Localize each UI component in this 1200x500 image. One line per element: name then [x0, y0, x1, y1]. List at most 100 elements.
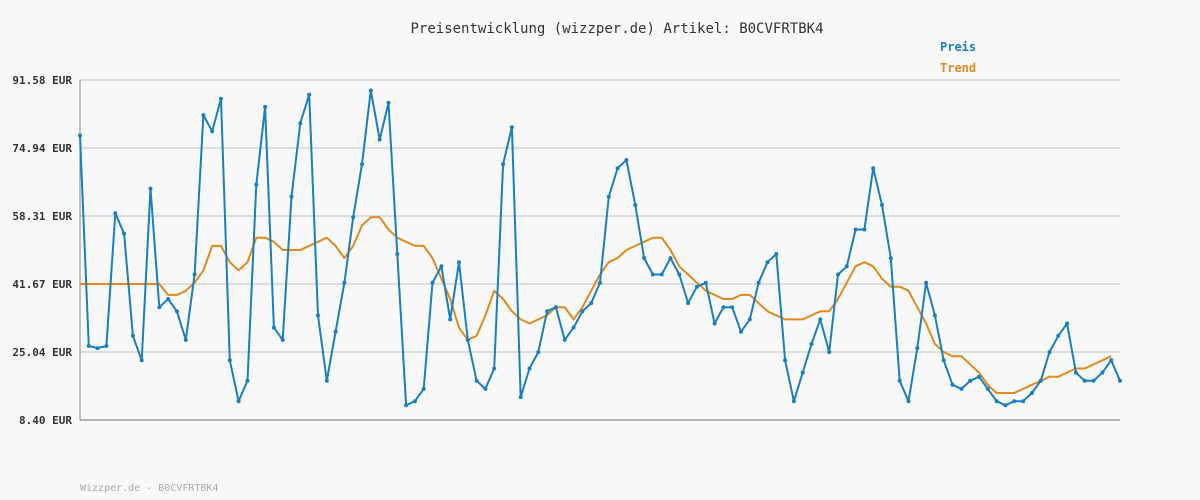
data-point-preis — [307, 92, 312, 97]
data-point-preis — [906, 399, 911, 404]
data-point-preis — [421, 386, 426, 391]
data-point-preis — [263, 104, 268, 109]
data-point-preis — [289, 194, 294, 199]
data-point-preis — [694, 284, 699, 289]
data-point-preis — [254, 182, 259, 187]
data-point-preis — [606, 194, 611, 199]
data-point-preis — [95, 346, 100, 351]
data-point-preis — [1003, 403, 1008, 408]
legend-preis: Preis — [940, 40, 976, 54]
data-point-preis — [183, 337, 188, 342]
data-point-preis — [351, 215, 356, 220]
y-tick-label: 8.40 EUR — [19, 414, 72, 427]
data-point-preis — [659, 272, 664, 277]
data-point-preis — [1056, 333, 1061, 338]
data-point-preis — [483, 386, 488, 391]
data-point-preis — [412, 399, 417, 404]
data-point-preis — [703, 280, 708, 285]
data-point-preis — [192, 272, 197, 277]
data-point-preis — [298, 121, 303, 126]
data-point-preis — [871, 166, 876, 171]
legend-trend: Trend — [940, 61, 976, 75]
chart-title: Preisentwicklung (wizzper.de) Artikel: B… — [410, 21, 823, 37]
series-layer — [78, 88, 1122, 408]
data-point-preis — [245, 378, 250, 383]
series-line-trend — [80, 216, 1112, 394]
data-point-preis — [615, 166, 620, 171]
data-point-preis — [492, 366, 497, 371]
data-point-preis — [897, 378, 902, 383]
data-point-preis — [430, 280, 435, 285]
data-point-preis — [324, 378, 329, 383]
data-point-preis — [104, 344, 109, 348]
data-point-preis — [765, 260, 770, 265]
data-point-preis — [1109, 358, 1114, 363]
y-axis-ticks: 91.58 EUR 74.94 EUR 58.31 EUR 41.67 EUR 25.0… — [12, 74, 72, 427]
data-point-preis — [377, 137, 382, 142]
data-point-preis — [977, 374, 981, 379]
data-point-preis — [174, 309, 179, 314]
data-point-preis — [589, 301, 594, 306]
y-tick-label: 91.58 EUR — [12, 74, 72, 87]
data-point-preis — [113, 211, 118, 216]
data-point-preis — [836, 272, 840, 277]
y-tick-label: 58.31 EUR — [12, 210, 72, 223]
data-point-preis — [545, 309, 550, 314]
data-point-preis — [316, 313, 320, 318]
data-point-preis — [633, 203, 638, 207]
data-point-preis — [1038, 378, 1043, 383]
data-point-preis — [236, 399, 241, 404]
data-point-preis — [201, 113, 206, 118]
data-point-preis — [1091, 378, 1096, 383]
data-point-preis — [1118, 378, 1122, 383]
data-point-preis — [439, 264, 444, 269]
data-point-preis — [166, 297, 171, 301]
data-point-preis — [139, 358, 144, 363]
data-point-preis — [1047, 350, 1052, 355]
data-point-preis — [809, 342, 814, 346]
data-point-preis — [862, 227, 867, 232]
data-point-preis — [395, 252, 400, 256]
data-point-preis — [880, 203, 884, 207]
data-point-preis — [148, 186, 153, 191]
data-point-preis — [333, 329, 338, 334]
data-point-preis — [404, 403, 409, 408]
data-point-preis — [747, 317, 752, 322]
data-point-preis — [888, 256, 893, 261]
grid-lines — [80, 79, 1120, 421]
data-point-preis — [677, 272, 682, 277]
data-point-preis — [924, 280, 929, 285]
data-point-preis — [774, 252, 779, 256]
data-point-preis — [448, 317, 453, 322]
data-point-preis — [271, 325, 276, 330]
data-point-preis — [210, 129, 215, 134]
data-point-preis — [386, 100, 391, 105]
data-point-preis — [686, 301, 691, 306]
data-point-preis — [122, 231, 127, 236]
data-point-preis — [518, 395, 523, 400]
data-point-preis — [457, 260, 461, 265]
data-point-preis — [501, 162, 506, 167]
data-point-preis — [959, 386, 964, 391]
data-point-preis — [1065, 321, 1070, 326]
data-point-preis — [1029, 391, 1034, 395]
data-point-preis — [994, 399, 999, 404]
data-point-preis — [130, 333, 135, 338]
data-point-preis — [342, 280, 347, 285]
data-point-preis — [800, 370, 805, 375]
y-tick-label: 74.94 EUR — [12, 142, 72, 155]
data-point-preis — [950, 382, 955, 387]
data-point-preis — [844, 264, 849, 269]
data-point-preis — [553, 305, 558, 310]
data-point-preis — [219, 96, 223, 101]
data-point-preis — [571, 325, 576, 330]
data-point-preis — [730, 305, 735, 310]
y-tick-label: 25.04 EUR — [12, 346, 72, 359]
y-tick-label: 41.67 EUR — [12, 278, 72, 291]
data-point-preis — [985, 386, 990, 391]
data-point-preis — [78, 133, 82, 138]
data-point-preis — [818, 317, 823, 322]
data-point-preis — [227, 358, 232, 363]
data-point-preis — [509, 125, 514, 130]
